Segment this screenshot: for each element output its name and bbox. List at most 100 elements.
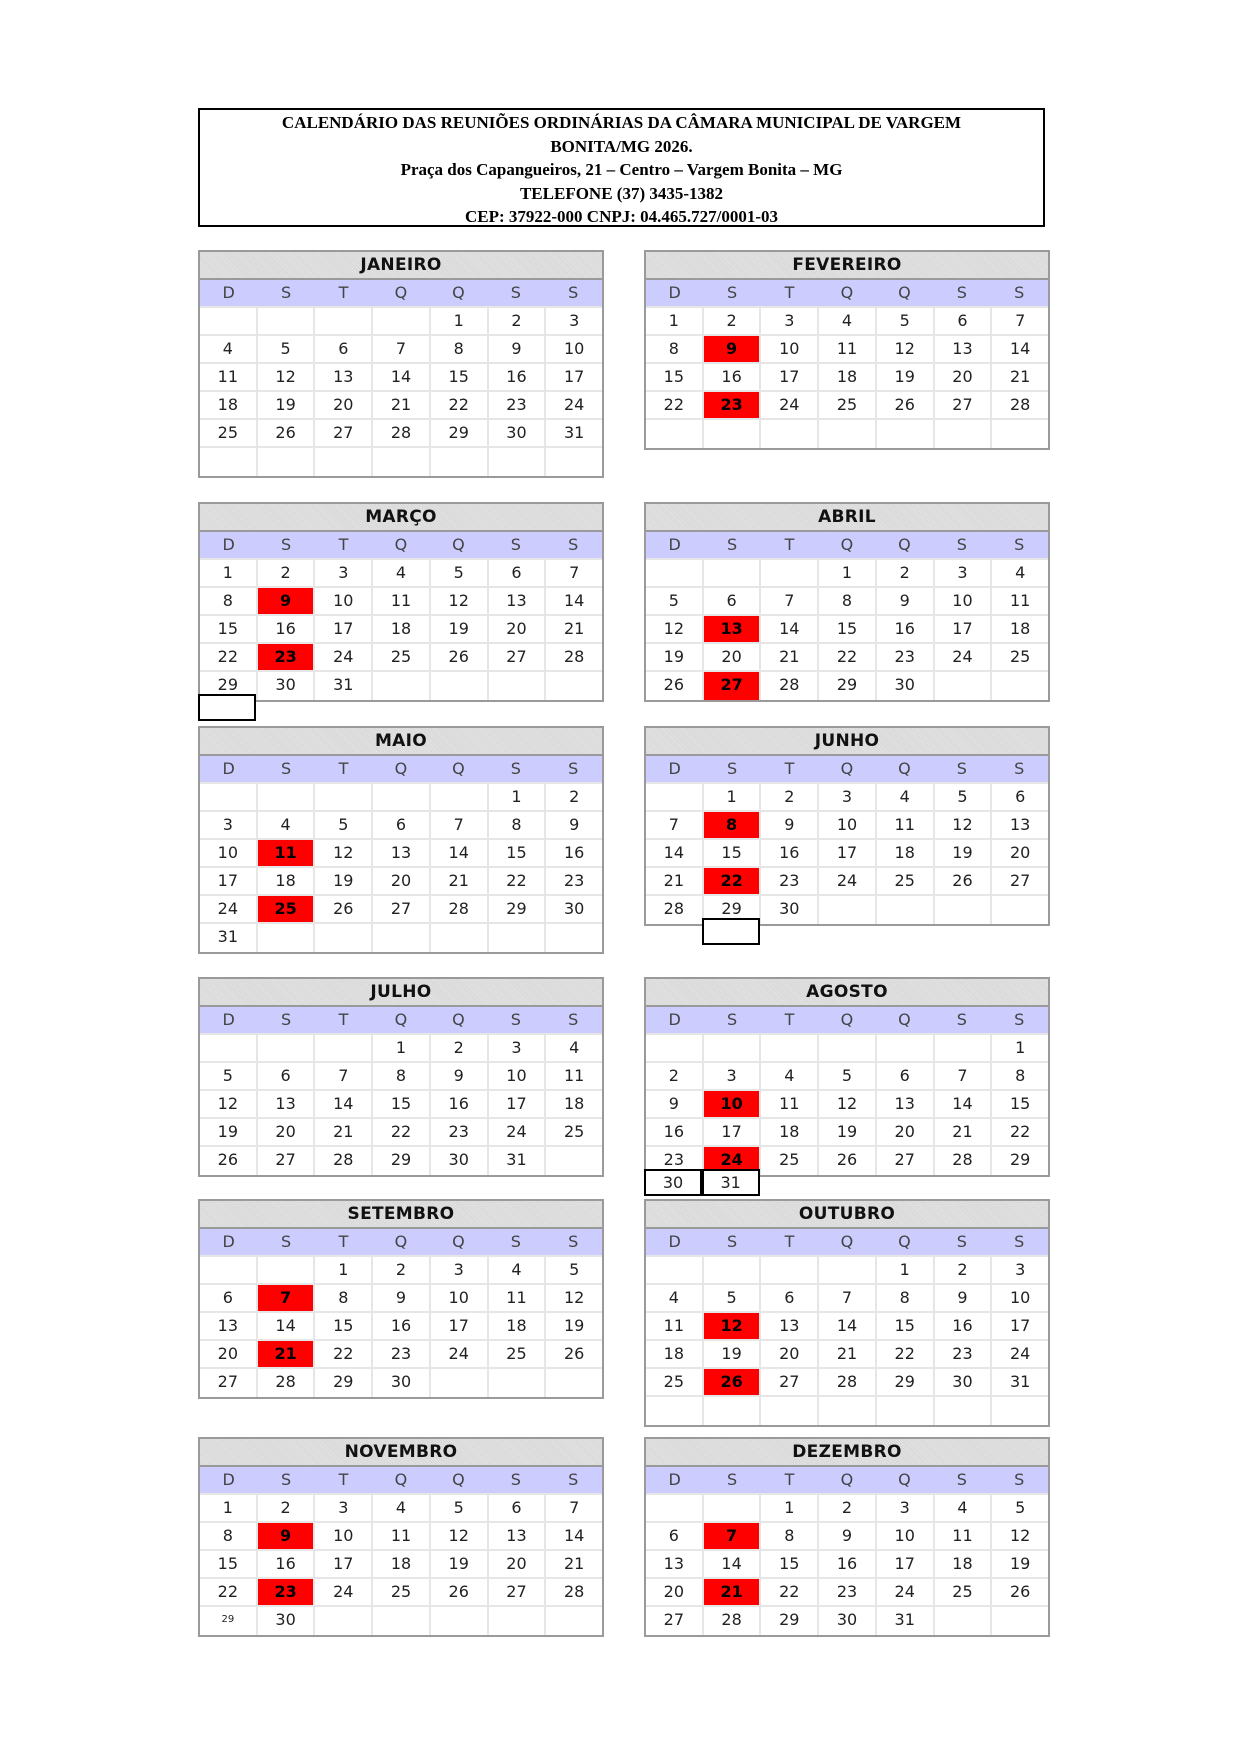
- week-row: 31: [200, 924, 602, 952]
- meeting-day-cell: 9: [257, 1523, 316, 1551]
- day-cell: 4: [819, 308, 877, 336]
- day-cell: 23: [819, 1579, 877, 1607]
- day-cell: 22: [373, 1119, 431, 1147]
- header-title-line1: CALENDÁRIO DAS REUNIÕES ORDINÁRIAS DA CÂ…: [281, 113, 962, 132]
- day-cell: 28: [935, 1147, 993, 1175]
- day-cell: 5: [430, 560, 489, 588]
- day-cell: [935, 1607, 993, 1635]
- day-cell: 16: [819, 1551, 877, 1579]
- month-fevereiro: FEVEREIRO D S T Q Q S S 1 2 3 4 5 6 7 8 9 10 11 12 13 14 15 16 1…: [644, 250, 1050, 450]
- day-cell: 20: [373, 868, 431, 896]
- day-cell: 9: [546, 812, 603, 840]
- day-cell: 21: [646, 868, 704, 896]
- document-header: CALENDÁRIO DAS REUNIÕES ORDINÁRIAS DA CÂ…: [198, 108, 1045, 227]
- day-cell: [877, 896, 935, 924]
- day-cell: 17: [430, 1313, 489, 1341]
- day-cell: 14: [819, 1313, 877, 1341]
- meeting-day-cell: 8: [703, 812, 762, 840]
- weekday-label: S: [544, 280, 602, 308]
- day-cell: 11: [373, 1523, 431, 1551]
- weekday-label: Q: [429, 280, 488, 308]
- day-cell: 24: [819, 868, 877, 896]
- week-row: 18 19 20 21 22 23 24: [646, 1341, 1049, 1369]
- day-cell: 7: [546, 560, 603, 588]
- meeting-day-cell: 22: [703, 868, 762, 896]
- weekday-label: Q: [875, 1007, 934, 1035]
- day-cell: [761, 560, 820, 588]
- weekday-label: S: [933, 1467, 991, 1495]
- day-cell: 15: [430, 364, 489, 392]
- day-cell: 4: [257, 812, 316, 840]
- day-cell: 19: [646, 644, 704, 672]
- day-cell: 29: [373, 1147, 431, 1175]
- day-cell: 24: [315, 644, 374, 672]
- day-cell: 18: [546, 1091, 603, 1119]
- day-cell: 28: [546, 644, 603, 672]
- day-cell: [992, 896, 1048, 924]
- weekday-label: S: [544, 1007, 602, 1035]
- weekday-label: Q: [818, 1229, 876, 1257]
- day-cell: 18: [934, 1551, 993, 1579]
- day-cell: 21: [546, 616, 603, 644]
- day-cell: [992, 1397, 1048, 1425]
- day-cell: 3: [200, 812, 258, 840]
- day-cell: 15: [761, 1551, 820, 1579]
- month-abril: ABRIL D S T Q Q S S 1 2 3 4 5 6 7 8 9 10 11 12 13 14 15 16 17 18 1…: [644, 502, 1050, 702]
- day-cell: 2: [934, 1257, 993, 1285]
- week-row: 17 18 19 20 21 22 23: [200, 868, 603, 896]
- weekday-label: Q: [372, 1007, 430, 1035]
- overflow-day-cell: 30: [644, 1169, 702, 1196]
- day-cell: 14: [761, 616, 820, 644]
- month-maio: MAIO D S T Q Q S S 1 2 3 4 5 6 7 8 9 10 11 12 13 14 15 16 17 18 19…: [198, 726, 604, 954]
- weekday-label: Q: [875, 532, 934, 560]
- day-cell: 31: [992, 1369, 1049, 1397]
- day-cell: 24: [546, 392, 603, 420]
- weekday-label: S: [257, 1467, 315, 1495]
- day-cell: 9: [876, 588, 935, 616]
- day-cell: [431, 1369, 489, 1397]
- day-cell: 16: [646, 1119, 704, 1147]
- meeting-day-cell: 7: [703, 1523, 762, 1551]
- day-cell: [992, 420, 1048, 448]
- weekday-label: Q: [818, 532, 876, 560]
- day-cell: 5: [646, 588, 704, 616]
- day-cell: 16: [876, 616, 935, 644]
- day-cell: 19: [200, 1119, 258, 1147]
- day-cell: 21: [761, 644, 820, 672]
- day-cell: 12: [546, 1285, 603, 1313]
- day-cell: 2: [546, 784, 603, 812]
- day-cell: 13: [761, 1313, 820, 1341]
- weekday-label: T: [314, 1467, 373, 1495]
- day-cell: 25: [488, 1341, 547, 1369]
- overflow-day-cell: [198, 694, 256, 721]
- day-cell: [761, 1397, 820, 1425]
- week-row: 22 23 24 25 26 27 28: [200, 1579, 603, 1607]
- day-cell: 2: [703, 308, 762, 336]
- month-title: DEZEMBRO: [646, 1439, 1048, 1467]
- day-cell: 24: [876, 1579, 935, 1607]
- day-cell: [546, 924, 602, 952]
- day-cell: 16: [488, 364, 547, 392]
- day-cell: 6: [646, 1523, 704, 1551]
- day-cell: 8: [200, 1523, 258, 1551]
- day-cell: 11: [488, 1285, 547, 1313]
- day-cell: 7: [934, 1063, 993, 1091]
- day-cell: [546, 1607, 602, 1635]
- day-cell: 21: [373, 392, 431, 420]
- day-cell: 11: [934, 1523, 993, 1551]
- day-cell: 19: [876, 364, 935, 392]
- weekday-label: S: [487, 532, 545, 560]
- day-cell: 31: [489, 1147, 547, 1175]
- weekday-label: S: [544, 1229, 602, 1257]
- day-cell: 11: [200, 364, 258, 392]
- day-cell: 1: [876, 1257, 935, 1285]
- day-cell: 30: [761, 896, 820, 924]
- day-cell: 2: [430, 1035, 489, 1063]
- day-cell: 20: [488, 1551, 547, 1579]
- day-cell: [257, 784, 316, 812]
- day-cell: 31: [877, 1607, 935, 1635]
- day-cell: 17: [992, 1313, 1049, 1341]
